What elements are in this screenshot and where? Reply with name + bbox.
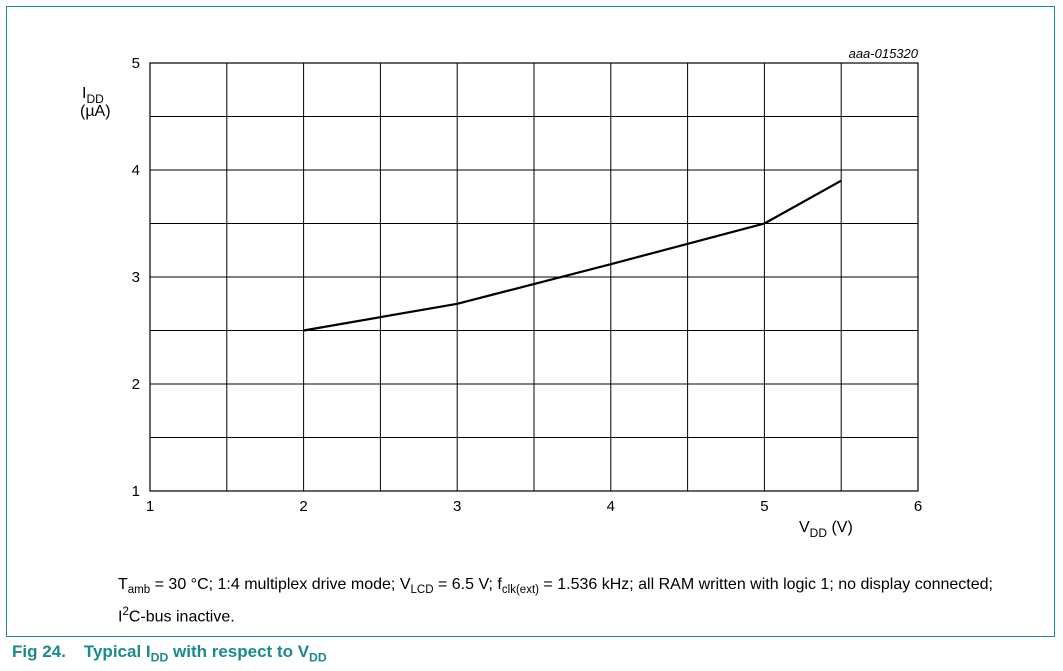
y-tick-label: 2 [132,376,140,393]
x-tick-label: 3 [453,498,461,515]
figure-number: Fig 24. [12,642,66,661]
x-tick-label: 4 [607,498,615,515]
data-series [303,179,842,332]
y-tick-label: 3 [132,269,140,286]
x-tick-label: 2 [299,498,307,515]
figure-frame [6,6,1055,637]
grid-lines [149,62,919,492]
plot-border [149,62,919,492]
x-tick-label: 1 [146,498,154,515]
figure-id: aaa-015320 [849,46,919,61]
y-axis-label: IDD [82,85,104,106]
x-tick-label: 6 [914,498,922,515]
y-tick-label: 4 [132,162,140,179]
tick-labels: 1 2 3 4 5 6 1 2 3 4 5 [132,55,923,515]
y-tick-label: 5 [132,55,140,72]
x-tick-label: 5 [760,498,768,515]
figure-note: Tamb = 30 °C; 1:4 multiplex drive mode; … [118,576,993,626]
x-axis-label: VDD (V) [799,519,853,540]
series-line [303,179,842,332]
y-tick-label: 1 [132,483,140,500]
figure-caption: Fig 24. Typical IDD with respect to VDD [12,642,327,665]
y-axis-unit: (µA) [80,103,111,120]
